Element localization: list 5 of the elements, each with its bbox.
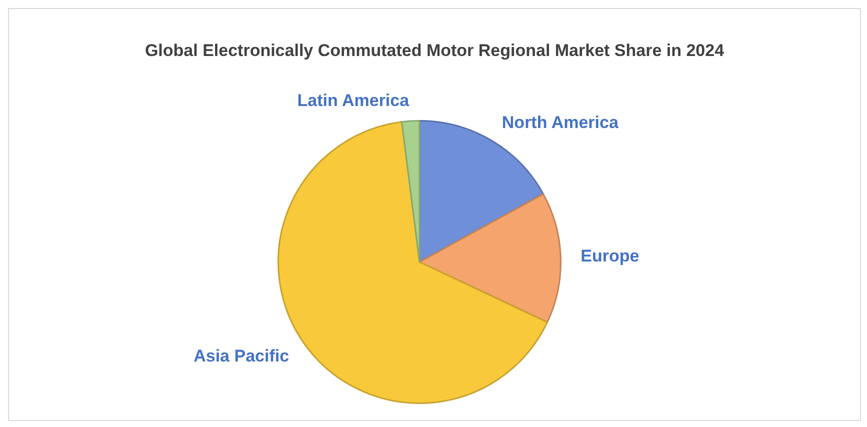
- slice-label: Asia Pacific: [194, 346, 290, 366]
- chart-title: Global Electronically Commutated Motor Regional Market Share in 2024: [144, 41, 726, 61]
- slice-label: Europe: [580, 246, 640, 266]
- slice-label: Latin America: [297, 90, 410, 110]
- slice-label: North America: [502, 112, 619, 132]
